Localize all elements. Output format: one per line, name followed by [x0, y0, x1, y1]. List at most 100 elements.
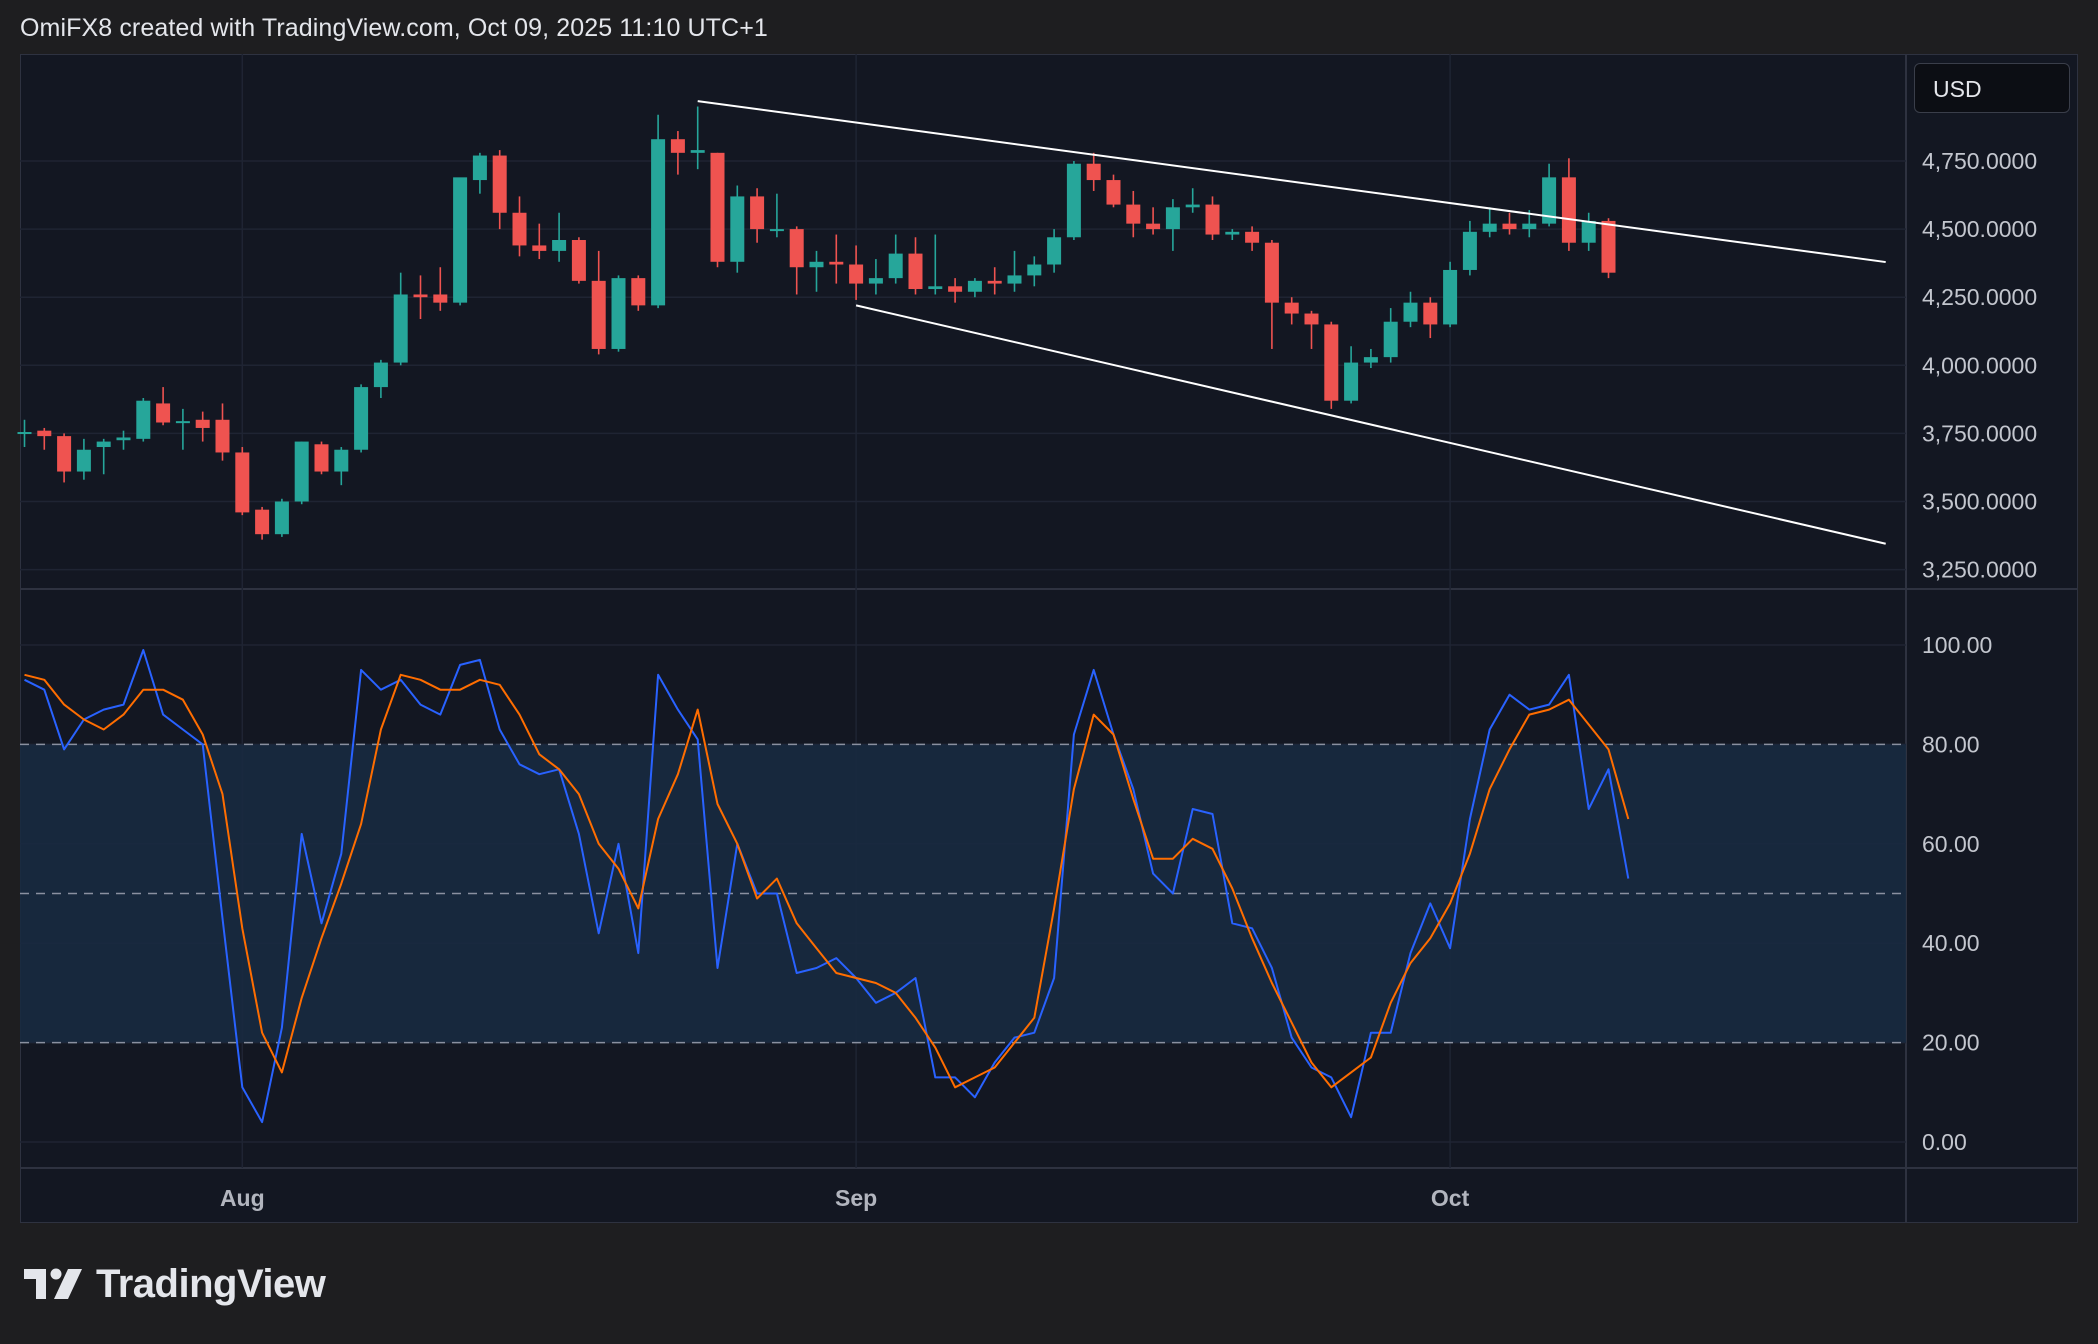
candle-body [1462, 231, 1477, 270]
candle-body [1066, 163, 1081, 238]
candle [175, 408, 190, 450]
currency-button[interactable]: USD [1914, 63, 2070, 113]
candle-body [215, 419, 230, 453]
candle-body [1047, 237, 1062, 265]
candle [235, 447, 250, 516]
candle-body [849, 264, 864, 284]
candle [1502, 212, 1517, 235]
candle-body [512, 212, 527, 246]
candle [255, 506, 270, 540]
price-tick-label: 3,500.0000 [1922, 489, 2037, 515]
price-tick-label: 4,500.0000 [1922, 216, 2037, 242]
candle-body [1601, 220, 1616, 273]
candle [1423, 297, 1438, 339]
candle-body [571, 239, 586, 281]
candle-body [175, 421, 190, 424]
candle-body [433, 294, 448, 303]
chart-credit: OmiFX8 created with TradingView.com, Oct… [20, 14, 768, 42]
candle [750, 188, 765, 243]
candle-body [1581, 220, 1596, 243]
candle [611, 275, 626, 352]
candle-body [769, 229, 784, 232]
candle [1225, 229, 1240, 240]
candle [1126, 190, 1141, 238]
candle-body [453, 177, 468, 303]
price-tick-label: 4,250.0000 [1922, 284, 2037, 310]
candle-body [1225, 231, 1240, 235]
candle-body [492, 155, 507, 213]
candle-body [1482, 223, 1497, 232]
candle-body [1324, 324, 1339, 401]
candle [354, 384, 369, 453]
candle-body [354, 387, 369, 450]
candle [789, 226, 804, 295]
price-tick-label: 3,250.0000 [1922, 557, 2037, 583]
candle-body [96, 441, 111, 448]
candle-body [690, 150, 705, 153]
candle [1363, 348, 1378, 369]
candle [1146, 207, 1161, 235]
candle-body [591, 280, 606, 349]
candle [1066, 161, 1081, 240]
candle [136, 397, 151, 442]
candle [591, 250, 606, 355]
candle [967, 278, 982, 298]
candle [1601, 218, 1616, 279]
candle-body [393, 294, 408, 363]
trendline-layer [697, 100, 1886, 545]
candle-body [136, 400, 151, 439]
candle-body [373, 362, 388, 388]
candle [690, 106, 705, 170]
candle [294, 441, 309, 505]
candle-layer [17, 106, 1616, 540]
candle [1462, 220, 1477, 276]
candle-body [116, 437, 131, 441]
candle [552, 212, 567, 262]
candle [730, 185, 745, 273]
candle-body [829, 261, 844, 265]
candle [1561, 158, 1576, 251]
candle [373, 359, 388, 398]
candle [1443, 261, 1458, 328]
candle [393, 272, 408, 366]
candle-body [1106, 180, 1121, 205]
trendline [697, 100, 1886, 264]
candle [1027, 256, 1042, 287]
tradingview-logo-text: TradingView [96, 1261, 326, 1306]
candle-body [1344, 362, 1359, 401]
stochastic-tick-label: 20.00 [1922, 1030, 1980, 1056]
candle [888, 234, 903, 284]
candle-body [809, 261, 824, 268]
candle-body [314, 444, 329, 472]
tradingview-logo[interactable]: TradingView [24, 1261, 326, 1306]
x-tick-label: Aug [220, 1185, 265, 1211]
candle [849, 245, 864, 300]
candle [1284, 297, 1299, 325]
candle [1185, 188, 1200, 213]
candle [1086, 152, 1101, 191]
candle-body [730, 196, 745, 262]
candle [987, 267, 1002, 295]
candle-body [908, 253, 923, 290]
candle-body [255, 509, 270, 535]
candle [1047, 229, 1062, 273]
candle [1581, 212, 1596, 251]
candle-body [1542, 177, 1557, 224]
candle [769, 193, 784, 238]
candle-body [76, 449, 91, 472]
candle [1165, 199, 1180, 251]
candle-body [37, 430, 52, 437]
stochastic-band-layer [20, 743, 1906, 1044]
candle-body [750, 196, 765, 230]
candle-body [710, 152, 725, 262]
candle-body [1561, 177, 1576, 243]
candle-body [967, 280, 982, 292]
candle-body [552, 239, 567, 251]
candle-body [1007, 275, 1022, 284]
candle [96, 438, 111, 475]
candle [829, 234, 844, 284]
candle [37, 427, 52, 450]
candle-body [1383, 321, 1398, 358]
candle-body [631, 278, 646, 306]
